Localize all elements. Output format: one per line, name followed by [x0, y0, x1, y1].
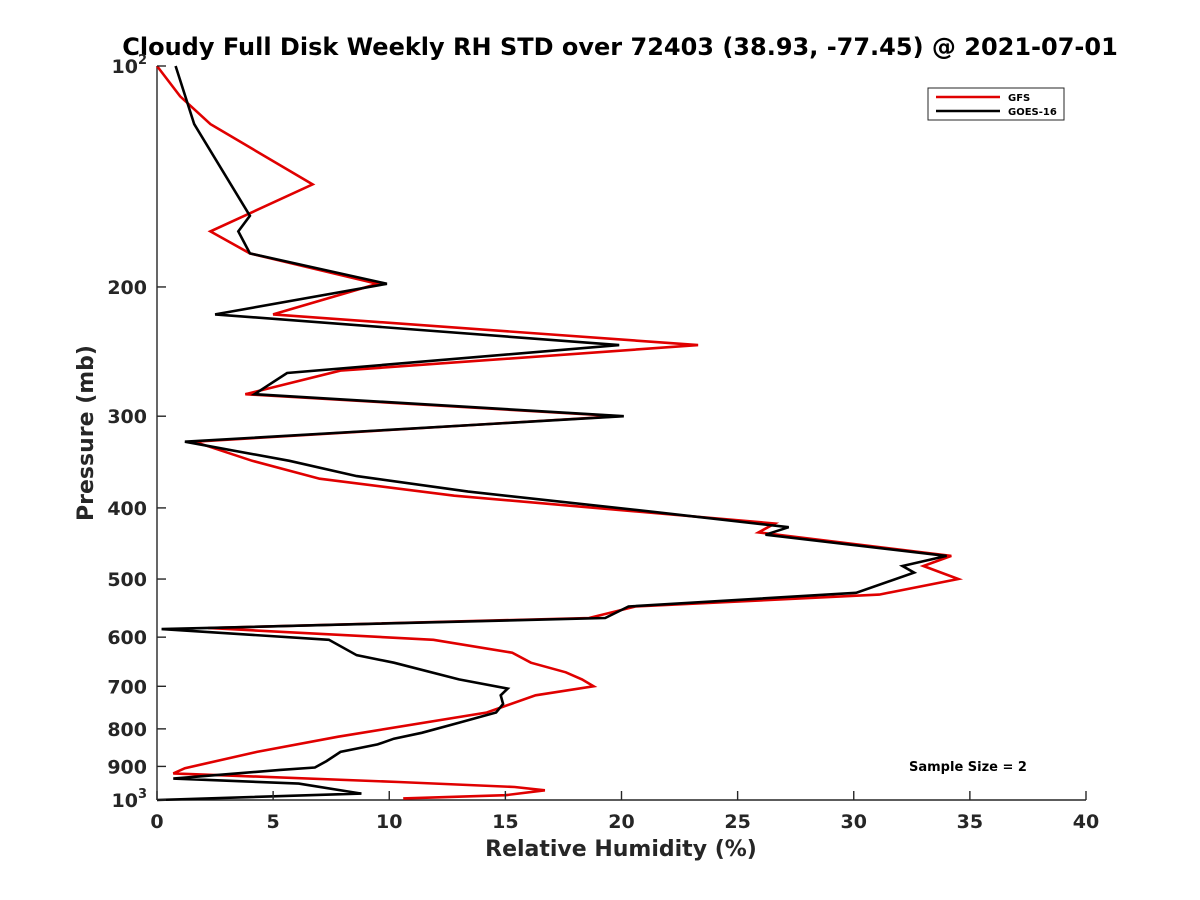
y-tick-label: 600 — [107, 627, 147, 649]
y-axis-label: Pressure (mb) — [74, 345, 99, 521]
sample-size-annotation: Sample Size = 2 — [909, 760, 1027, 775]
y-tick-label: 700 — [107, 676, 147, 698]
x-tick-label: 35 — [957, 811, 983, 833]
y-tick-label: 400 — [107, 498, 147, 520]
series-line-gfs — [155, 65, 964, 800]
x-tick-label: 0 — [150, 811, 163, 833]
series-layer — [155, 65, 964, 802]
y-ticks: 102 200 300 400 500 600 700 800 900 103 — [107, 53, 166, 812]
chart-title: Cloudy Full Disk Weekly RH STD over 7240… — [122, 33, 1118, 61]
x-ticks: 0 5 10 15 20 25 30 35 40 — [150, 791, 1099, 833]
x-tick-label: 30 — [841, 811, 867, 833]
x-axis-label: Relative Humidity (%) — [485, 837, 757, 862]
y-tick-label: 900 — [107, 756, 147, 778]
y-tick-label: 103 — [112, 787, 148, 812]
x-tick-label: 40 — [1073, 811, 1099, 833]
plot-area: 0 5 10 15 20 25 30 35 40 102 200 300 400 500 600 700 80… — [107, 53, 1099, 833]
legend-label-gfs: GFS — [1008, 93, 1030, 104]
legend-label-goes16: GOES-16 — [1008, 107, 1057, 118]
legend: GFS GOES-16 — [927, 87, 1065, 121]
x-tick-label: 5 — [267, 811, 280, 833]
x-tick-label: 10 — [376, 811, 402, 833]
legend-box — [927, 87, 1065, 121]
y-tick-label: 200 — [107, 277, 147, 299]
y-tick-label: 102 — [112, 53, 148, 78]
series-line-goes16 — [156, 65, 947, 802]
x-tick-label: 25 — [724, 811, 750, 833]
x-tick-label: 20 — [608, 811, 634, 833]
y-tick-label: 800 — [107, 719, 147, 741]
y-tick-label: 500 — [107, 569, 147, 591]
x-tick-label: 15 — [492, 811, 518, 833]
y-tick-label: 300 — [107, 406, 147, 428]
